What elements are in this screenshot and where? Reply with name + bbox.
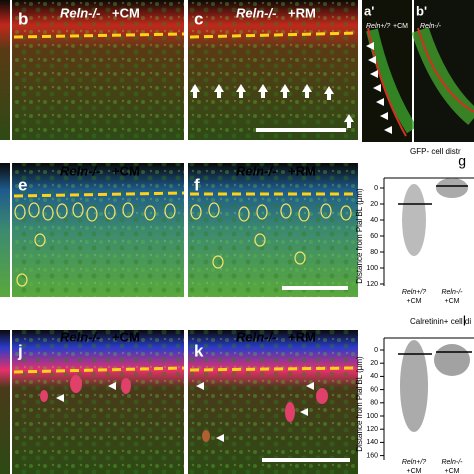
y-tick-label: 100 bbox=[366, 265, 378, 272]
genotype: Reln-/- bbox=[236, 163, 276, 178]
dot-cloud bbox=[434, 344, 470, 376]
dot-cloud bbox=[400, 340, 428, 432]
genotype: Reln-/- bbox=[60, 5, 100, 20]
y-tick-label: 0 bbox=[374, 185, 378, 192]
pial-line bbox=[189, 366, 359, 372]
pial-line bbox=[189, 31, 359, 39]
graph: l Distance from Pial BL (µm) 0 20 40 60 80 10… bbox=[355, 313, 474, 474]
group-genotype: Reln+/? bbox=[402, 459, 426, 466]
graph: g Distance from Pial BL (µm) 0 20 40 60 80 10… bbox=[355, 153, 474, 305]
group-genotype: Reln-/- bbox=[441, 459, 463, 466]
texture bbox=[12, 0, 184, 140]
pial-line bbox=[13, 32, 185, 39]
arrows bbox=[366, 42, 392, 134]
condition: +CM bbox=[112, 329, 140, 344]
group-condition: +CM bbox=[407, 298, 422, 305]
arrows bbox=[56, 382, 314, 442]
panel-letter: e bbox=[18, 175, 27, 194]
genotype: Reln-/- bbox=[420, 23, 442, 30]
dot-cloud bbox=[402, 184, 426, 256]
genotype: Reln+/? bbox=[366, 23, 390, 30]
group-genotype: Reln+/? bbox=[402, 289, 426, 296]
y-tick-label: 160 bbox=[366, 452, 378, 459]
y-tick-label: 20 bbox=[370, 360, 378, 367]
panel-edge bbox=[0, 0, 10, 140]
graph-title: Calretinin+ cell di bbox=[410, 317, 471, 326]
y-tick-label: 100 bbox=[366, 413, 378, 420]
panel-letter: g bbox=[458, 153, 466, 169]
panel-letter: c bbox=[194, 9, 203, 28]
condition: +CM bbox=[112, 5, 140, 20]
graph-title: GFP- cell distr bbox=[410, 147, 461, 156]
group-genotype: Reln-/- bbox=[441, 289, 463, 296]
panel-letter: f bbox=[194, 175, 200, 194]
y-tick-label: 60 bbox=[370, 233, 378, 240]
texture bbox=[188, 0, 358, 140]
y-label: Distance from Pial BL (µm) bbox=[355, 188, 364, 284]
y-tick-label: 40 bbox=[370, 217, 378, 224]
dot-cloud bbox=[436, 178, 468, 198]
panel-letter: l bbox=[463, 313, 466, 329]
genotype: Reln-/- bbox=[236, 5, 276, 20]
panel-letter: a' bbox=[364, 3, 374, 18]
y-tick-label: 0 bbox=[374, 347, 378, 354]
genotype: Reln-/- bbox=[236, 329, 276, 344]
row-bottom: j Reln-/- +CM k Reln-/- +RM Calretinin+ … bbox=[0, 317, 471, 474]
row-middle: e Reln-/- +CM f Reln-/- +RM bbox=[0, 163, 358, 297]
row-top: b Reln-/- +CM c Reln-/- +RM a' Reln+/? +… bbox=[0, 0, 474, 156]
arrows bbox=[190, 84, 354, 128]
group-condition: +CM bbox=[445, 468, 460, 474]
scale-bar bbox=[256, 128, 346, 132]
genotype: Reln-/- bbox=[60, 163, 100, 178]
pial-line bbox=[13, 366, 185, 374]
scale-bar bbox=[282, 286, 348, 290]
cells bbox=[14, 202, 352, 287]
y-tick-label: 80 bbox=[370, 400, 378, 407]
condition: +RM bbox=[288, 163, 316, 178]
panel-letter: b' bbox=[416, 3, 427, 18]
pial-line bbox=[13, 191, 185, 198]
condition: +CM bbox=[393, 23, 408, 30]
panel-letter: j bbox=[17, 341, 23, 360]
y-tick-label: 40 bbox=[370, 373, 378, 380]
panel-letter: b bbox=[18, 9, 28, 28]
cells bbox=[40, 375, 328, 442]
scale-bar bbox=[262, 458, 350, 462]
y-tick-label: 80 bbox=[370, 249, 378, 256]
genotype: Reln-/- bbox=[60, 329, 100, 344]
panel-letter: k bbox=[194, 341, 204, 360]
group-condition: +CM bbox=[407, 468, 422, 474]
y-tick-label: 140 bbox=[366, 439, 378, 446]
y-label: Distance from Pial BL (µm) bbox=[355, 356, 364, 452]
y-tick-label: 120 bbox=[366, 281, 378, 288]
condition: +RM bbox=[288, 329, 316, 344]
condition: +CM bbox=[112, 163, 140, 178]
condition: +RM bbox=[288, 5, 316, 20]
y-tick-label: 20 bbox=[370, 201, 378, 208]
group-condition: +CM bbox=[445, 298, 460, 305]
y-tick-label: 120 bbox=[366, 426, 378, 433]
y-tick-label: 60 bbox=[370, 386, 378, 393]
